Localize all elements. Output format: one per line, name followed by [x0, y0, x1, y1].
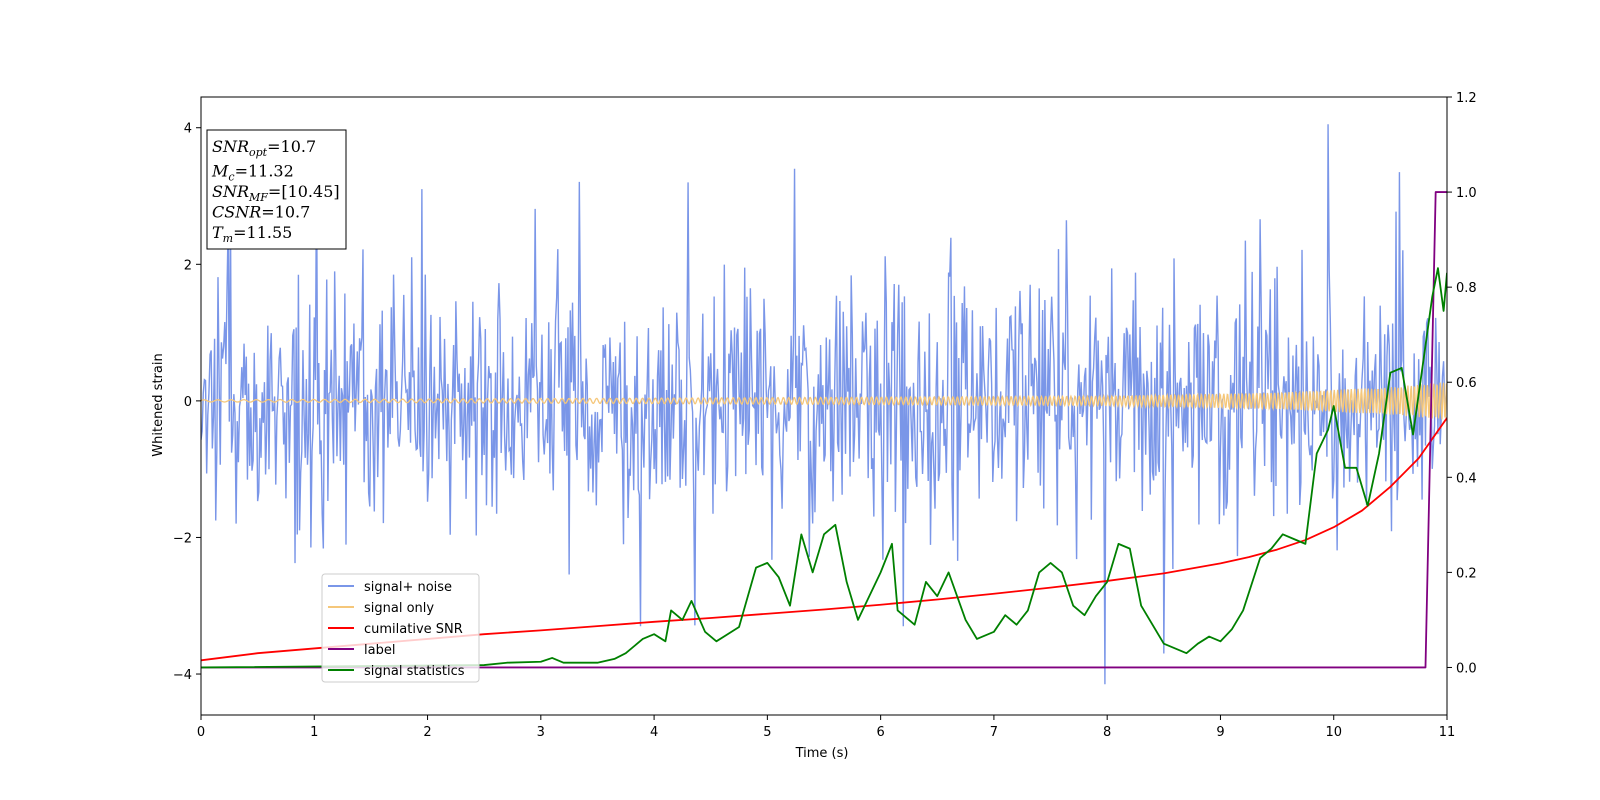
plot-frame: [200, 96, 1448, 716]
x-tick-label: 5: [763, 725, 771, 740]
axes: 0 1 2 3 4 5 6 7 8 9 10 11 −4 −2 0 2 4 0.0 0.2 0.4 0.6 0.8 1.0 1…: [173, 91, 1477, 740]
legend-label-cumilative-snr: cumilative SNR: [364, 622, 463, 637]
annotation-line: SNRopt=10.7: [212, 137, 316, 159]
y-right-tick-label: 0.2: [1456, 566, 1477, 581]
y-left-tick-label: −2: [173, 531, 192, 546]
series-line-label: [201, 191, 1447, 669]
x-tick-label: 3: [537, 725, 545, 740]
annotation-line: Tm=11.55: [212, 223, 292, 245]
annotation-line: Mc=11.32: [211, 162, 294, 184]
stats-annotation-box: SNRopt=10.7 Mc=11.32SNRMF=[10.45]CSNR=10.…: [206, 129, 347, 250]
x-tick-label: 2: [423, 725, 431, 740]
y-right-tick-label: 0.8: [1456, 281, 1477, 296]
series-line-signal-noise: [201, 124, 1447, 685]
legend-label-signal-statistics: signal statistics: [364, 664, 465, 679]
x-tick-label: 8: [1103, 725, 1111, 740]
y-axis-label: Whitened strain: [151, 353, 166, 456]
series-line-signal-only: [201, 382, 1447, 420]
legend-frame: [321, 573, 480, 683]
y-left-tick-label: 2: [184, 258, 192, 273]
x-tick-label: 9: [1216, 725, 1224, 740]
y-right-tick-label: 1.2: [1456, 91, 1477, 106]
annotation-line: CSNR=10.7: [212, 203, 310, 222]
y-right-tick-label: 1.0: [1456, 186, 1477, 201]
x-tick-label: 0: [197, 725, 205, 740]
x-tick-label: 10: [1325, 725, 1342, 740]
x-axis-label: Time (s): [795, 746, 849, 761]
annotation-line: SNRMF=[10.45]: [212, 182, 340, 204]
x-tick-label: 6: [876, 725, 884, 740]
y-left-tick-label: 4: [184, 122, 192, 137]
y-right-tick-label: 0.0: [1456, 661, 1477, 676]
legend-label-label: label: [364, 643, 395, 658]
legend-label-signal-only: signal only: [364, 601, 434, 616]
x-tick-label: 4: [650, 725, 658, 740]
legend-label-signal-noise: signal+ noise: [364, 580, 452, 595]
series-line-signal-statistics: [201, 267, 1447, 669]
y-left-tick-label: −4: [173, 668, 192, 683]
annotation-frame: [206, 129, 347, 250]
y-right-tick-label: 0.6: [1456, 376, 1477, 391]
x-tick-label: 1: [310, 725, 318, 740]
y-right-tick-label: 0.4: [1456, 471, 1477, 486]
legend: signal+ noise signal only cumilative SNR la…: [321, 573, 480, 683]
y-left-tick-label: 0: [184, 395, 192, 410]
x-tick-label: 11: [1439, 725, 1456, 740]
x-tick-label: 7: [990, 725, 998, 740]
